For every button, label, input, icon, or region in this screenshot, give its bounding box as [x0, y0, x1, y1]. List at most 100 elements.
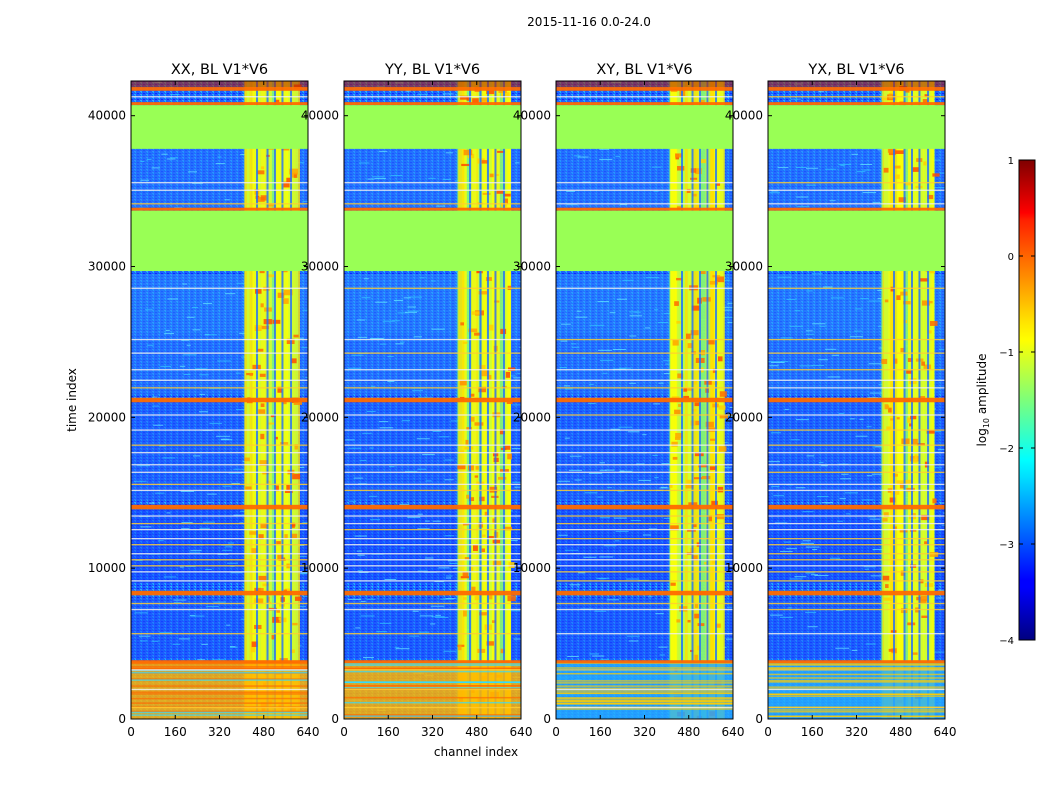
texture-streak [356, 550, 362, 552]
rfi-speckle [709, 280, 718, 285]
rfi-speckle [268, 422, 275, 425]
rfi-time-line [768, 522, 945, 525]
texture-streak [566, 204, 578, 206]
texture-streak [227, 562, 238, 564]
texture-streak [805, 167, 818, 169]
rfi-time-line [344, 633, 521, 635]
low-time-line [131, 685, 308, 687]
rfi-speckle [881, 97, 890, 101]
texture-streak [597, 301, 609, 303]
rfi-speckle [691, 629, 698, 635]
rfi-speckle [293, 400, 302, 405]
texture-streak [618, 426, 633, 428]
rfi-time-line [344, 544, 521, 546]
texture-streak [396, 181, 402, 183]
rfi-speckle [251, 548, 258, 554]
rfi-time-line [131, 688, 308, 691]
rfi-time-band [344, 102, 521, 106]
rfi-time-line [344, 429, 521, 431]
rfi-time-line [131, 559, 308, 561]
panel-title: YY, BL V1*V6 [384, 62, 480, 78]
texture-streak [351, 354, 364, 356]
rfi-speckle [674, 301, 679, 306]
rfi-time-line [556, 608, 733, 611]
rfi-speckle [892, 473, 898, 477]
rfi-speckle [271, 635, 276, 640]
texture-streak [805, 611, 817, 613]
rfi-time-line [556, 429, 733, 431]
rfi-time-line [344, 452, 521, 454]
texture-streak [836, 609, 844, 611]
low-time-line [131, 693, 308, 695]
rfi-speckle [913, 458, 918, 463]
texture-streak [236, 409, 247, 411]
texture-streak [198, 411, 208, 413]
texture-streak [938, 589, 944, 591]
texture-streak [941, 524, 945, 526]
texture-streak [363, 278, 369, 280]
rfi-speckle [677, 373, 684, 379]
rfi-speckle [470, 393, 475, 397]
texture-streak [379, 421, 389, 423]
texture-streak [400, 547, 405, 549]
texture-streak [825, 348, 837, 350]
rfi-speckle [927, 194, 934, 200]
rfi-speckle [894, 174, 900, 179]
rfi-speckle [909, 529, 917, 532]
texture-streak [599, 359, 614, 361]
texture-streak [844, 492, 859, 494]
texture-streak [661, 463, 674, 465]
rfi-speckle [491, 620, 496, 623]
rfi-speckle [504, 444, 511, 450]
low-time-line [344, 667, 521, 670]
texture-streak [513, 377, 521, 379]
texture-streak [773, 495, 785, 497]
texture-streak [217, 360, 231, 362]
rfi-speckle [685, 333, 691, 339]
texture-streak [933, 186, 945, 188]
texture-streak [190, 549, 202, 551]
texture-streak [571, 343, 577, 345]
texture-streak [557, 480, 571, 482]
rfi-time-line [344, 483, 521, 486]
rfi-time-line [768, 602, 945, 605]
low-time-line [131, 691, 308, 693]
texture-streak [866, 475, 873, 477]
texture-streak [226, 624, 231, 626]
texture-streak [863, 169, 871, 171]
texture-streak [170, 157, 178, 159]
texture-streak [376, 631, 388, 633]
low-time-line [131, 671, 308, 674]
rfi-speckle [715, 276, 725, 283]
rfi-time-line [344, 352, 521, 354]
rfi-speckle [492, 560, 502, 566]
low-time-line [344, 701, 521, 704]
rfi-speckle [488, 324, 494, 331]
rfi-speckle [932, 498, 937, 504]
texture-streak [629, 315, 643, 317]
texture-streak [629, 335, 637, 337]
texture-streak [197, 659, 205, 661]
texture-streak [173, 602, 182, 604]
texture-streak [231, 482, 240, 484]
low-time-line [556, 698, 733, 700]
texture-streak [818, 462, 824, 464]
rfi-speckle [292, 622, 298, 626]
rfi-speckle [258, 409, 266, 414]
texture-streak [228, 472, 243, 474]
rfi-speckle [508, 562, 515, 569]
texture-streak [152, 396, 158, 398]
texture-streak [573, 155, 581, 157]
rfi-speckle [457, 465, 466, 470]
rfi-time-line [131, 444, 308, 446]
texture-streak [584, 492, 598, 494]
rfi-speckle [883, 167, 889, 173]
texture-streak [850, 418, 855, 420]
texture-streak [235, 372, 242, 374]
texture-streak [629, 311, 639, 313]
texture-streak [819, 325, 826, 327]
texture-streak [799, 365, 813, 367]
rfi-speckle [708, 339, 715, 345]
rfi-time-band [344, 207, 521, 211]
texture-streak [199, 527, 210, 529]
